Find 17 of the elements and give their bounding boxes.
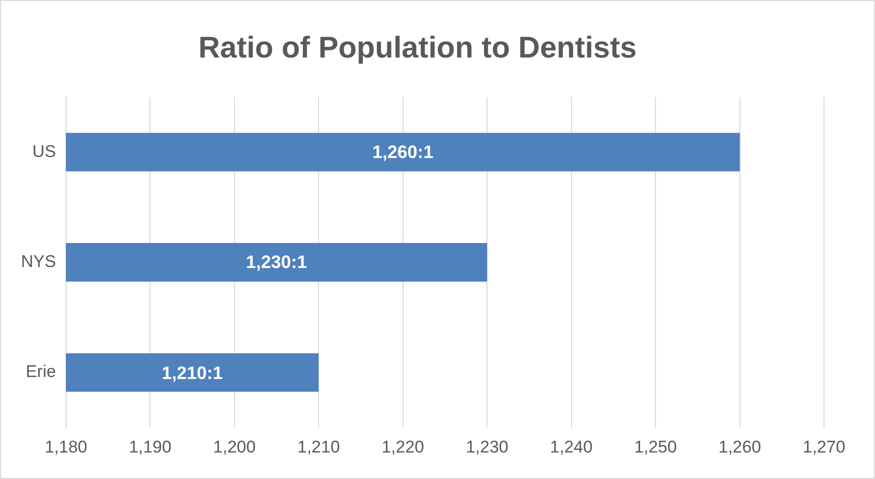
data-label: 1,210:1 bbox=[162, 362, 223, 382]
y-tick-label: NYS bbox=[20, 252, 56, 271]
data-label: 1,230:1 bbox=[246, 252, 308, 272]
data-label: 1,260:1 bbox=[372, 142, 434, 162]
x-tick-label: 1,200 bbox=[213, 437, 256, 456]
x-tick-label: 1,240 bbox=[550, 437, 593, 456]
x-tick-label: 1,270 bbox=[802, 437, 846, 456]
y-tick-label: US bbox=[32, 142, 56, 161]
x-tick-label: 1,210 bbox=[297, 437, 340, 456]
x-tick-label: 1,260 bbox=[718, 437, 762, 456]
x-tick-label: 1,230 bbox=[466, 437, 508, 456]
x-tick-label: 1,220 bbox=[382, 437, 424, 456]
x-tick-label: 1,250 bbox=[634, 437, 677, 456]
x-tick-label: 1,180 bbox=[44, 437, 88, 456]
chart-title: Ratio of Population to Dentists bbox=[198, 31, 637, 64]
y-tick-label: Erie bbox=[26, 362, 56, 382]
x-tick-label: 1,190 bbox=[128, 437, 172, 456]
